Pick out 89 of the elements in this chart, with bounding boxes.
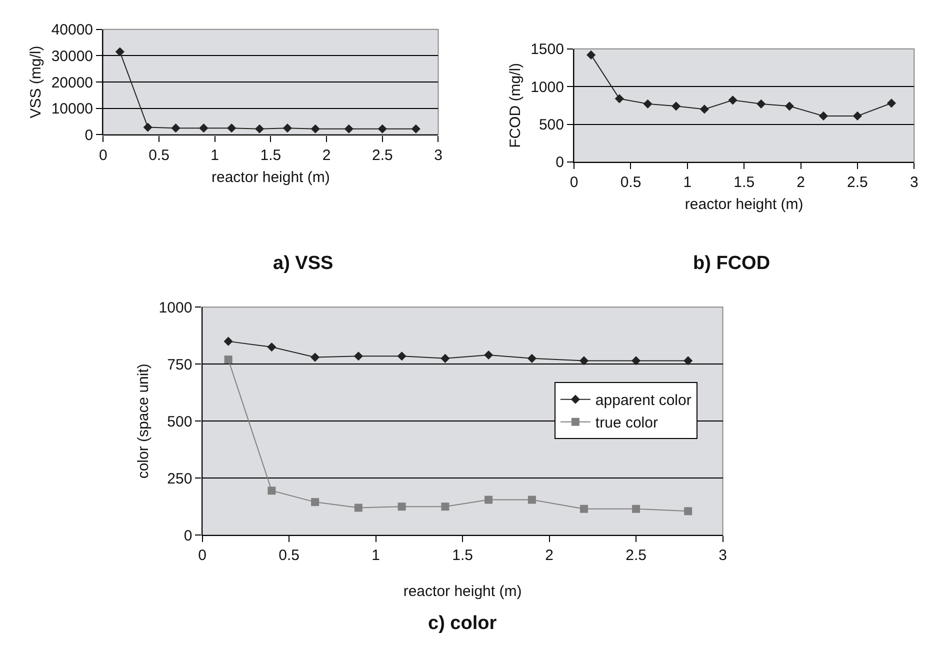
point <box>227 124 236 133</box>
point <box>267 342 276 352</box>
y-tick-label: 500 <box>167 413 192 430</box>
point <box>311 498 320 506</box>
point <box>528 496 536 504</box>
point <box>484 350 494 360</box>
x-tick-label: 2.5 <box>847 174 868 192</box>
point <box>684 356 693 366</box>
y-axis-title: VSS (mg/l) <box>28 46 45 118</box>
x-tick-label: 1.5 <box>260 146 282 164</box>
point <box>484 496 493 504</box>
y-tick-label: 500 <box>538 116 564 134</box>
x-tick-label: 0 <box>198 547 206 564</box>
y-tick-label: 10000 <box>51 100 94 118</box>
x-tick-label: 0 <box>98 146 108 164</box>
x-tick-label: 1.5 <box>734 174 755 192</box>
point <box>643 99 652 108</box>
point <box>631 356 641 366</box>
point <box>171 124 180 133</box>
text: c) color <box>428 613 498 634</box>
point <box>886 98 896 108</box>
point <box>614 94 624 104</box>
x-tick-label: 3 <box>718 547 727 564</box>
point <box>684 507 692 516</box>
point <box>254 124 264 134</box>
x-tick-label: 1 <box>210 146 220 164</box>
point <box>700 104 709 114</box>
y-tick-label: 30000 <box>51 48 94 65</box>
point <box>397 352 406 361</box>
legend-label: true color <box>595 414 658 432</box>
x-tick-label: 0 <box>570 174 578 192</box>
point <box>378 124 387 134</box>
y-axis-title: FCOD (mg/l) <box>506 62 524 148</box>
text: b) FCOD <box>693 253 770 274</box>
point <box>411 124 420 134</box>
point <box>268 486 276 495</box>
x-tick-label: 2 <box>545 547 554 564</box>
point <box>224 336 233 346</box>
x-tick-label: 1 <box>372 547 380 564</box>
x-axis-title: reactor height (m) <box>684 196 804 214</box>
point <box>441 502 450 511</box>
point <box>310 124 320 134</box>
point <box>440 354 450 363</box>
x-axis-title: reactor height (m) <box>403 583 522 600</box>
point <box>784 102 794 111</box>
point <box>632 504 640 513</box>
y-tick-label: 1500 <box>530 41 564 58</box>
x-axis-title: reactor height (m) <box>212 168 330 186</box>
y-tick-label: 40000 <box>51 22 94 39</box>
y-tick-label: 0 <box>84 126 94 144</box>
point <box>852 111 862 121</box>
point <box>756 99 766 108</box>
x-tick-label: 1.5 <box>452 547 473 564</box>
x-tick-label: 3 <box>434 146 442 164</box>
y-tick-label: 1000 <box>158 299 192 316</box>
x-tick-label: 2.5 <box>626 547 646 564</box>
point <box>344 124 354 134</box>
point <box>527 354 536 363</box>
y-tick-label: 250 <box>167 470 192 488</box>
x-tick-label: 2 <box>322 146 331 164</box>
point <box>818 111 828 121</box>
point <box>224 356 232 364</box>
text: a) VSS <box>273 253 334 274</box>
y-tick-label: 1000 <box>530 78 564 96</box>
legend-label: apparent color <box>595 392 692 410</box>
y-tick-label: 20000 <box>51 74 94 92</box>
x-tick-label: 3 <box>910 174 918 192</box>
y-tick-label: 750 <box>167 356 192 374</box>
x-tick-label: 1 <box>683 174 692 192</box>
point <box>579 356 589 366</box>
point <box>282 124 292 133</box>
x-tick-label: 0.5 <box>620 174 642 192</box>
y-axis-title: color (space unit) <box>135 364 152 479</box>
point <box>115 47 124 56</box>
x-tick-label: 2 <box>796 174 805 192</box>
point <box>354 504 362 512</box>
point <box>580 504 588 513</box>
point <box>728 96 738 105</box>
y-tick-label: 0 <box>184 527 192 544</box>
x-tick-label: 0.5 <box>148 146 170 164</box>
x-tick-label: 2.5 <box>372 146 393 164</box>
point <box>586 50 596 60</box>
x-tick-label: 0.5 <box>278 547 300 564</box>
point <box>310 352 320 362</box>
point <box>143 122 152 132</box>
point <box>672 102 681 111</box>
point <box>354 352 363 361</box>
point <box>199 124 208 133</box>
point <box>398 502 406 511</box>
